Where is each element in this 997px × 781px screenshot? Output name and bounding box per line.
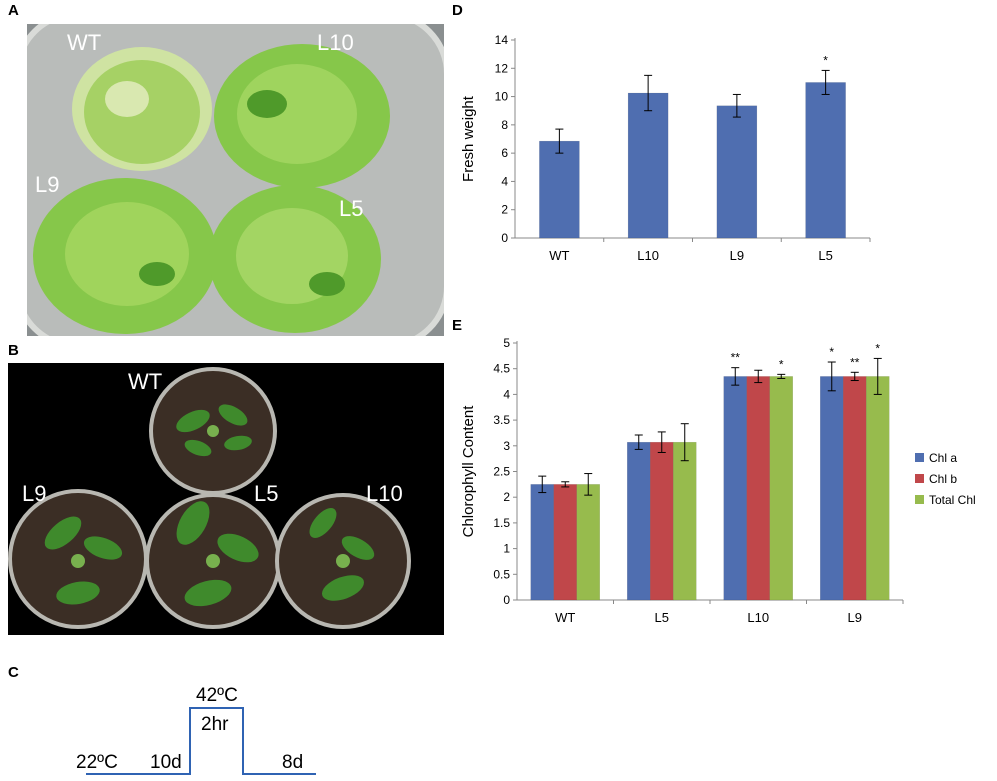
x-tick-label: WT (549, 248, 569, 263)
y-tick-label: 3 (503, 439, 510, 453)
potted-plants-photo: WT L9 L5 L10 (8, 363, 444, 635)
y-tick-label: 3.5 (493, 413, 510, 427)
panel-letter-c: C (8, 664, 19, 681)
legend-swatch (915, 474, 924, 483)
label-l10: L10 (317, 30, 354, 55)
y-tick-label: 2 (501, 203, 508, 217)
start-temp-label: 22ºC (76, 752, 118, 773)
bar (843, 376, 867, 601)
y-tick-label: 1.5 (493, 516, 510, 530)
bar (650, 441, 674, 601)
x-tick-label: L10 (747, 610, 769, 625)
legend-swatch (915, 495, 924, 504)
legend-label: Chl a (929, 451, 957, 465)
x-tick-label: WT (555, 610, 575, 625)
bar (769, 376, 793, 601)
y-tick-label: 0.5 (493, 567, 510, 581)
y-tick-label: 6 (501, 146, 508, 160)
potted-plants-image (8, 363, 444, 635)
fresh-weight-chart: 0 2 4 6 8 10 12 14 Fresh weight WT L10 L9 L5 * (460, 33, 871, 263)
seedling-dish-image (27, 24, 444, 336)
y-tick-label: 14 (495, 33, 509, 47)
y-tick-label: 4.5 (493, 362, 510, 376)
y-axis-label: Fresh weight (460, 95, 477, 182)
significance-marker: ** (850, 355, 860, 369)
panel-letter-b: B (8, 342, 19, 359)
bar (805, 82, 846, 239)
y-tick-label: 10 (495, 90, 509, 104)
bar (627, 441, 651, 601)
y-tick-label: 2 (503, 490, 510, 504)
bar (627, 92, 669, 239)
bar (820, 376, 844, 601)
label-l5: L5 (339, 196, 364, 221)
x-tick-label: L10 (637, 248, 659, 263)
x-tick-label: L9 (730, 248, 744, 263)
bar (866, 376, 890, 601)
panel-letter-d: D (452, 2, 463, 19)
label-l5: L5 (254, 481, 279, 506)
legend-label: Total Chl (929, 493, 976, 507)
x-tick-label: L5 (818, 248, 832, 263)
panel-letter-e: E (452, 317, 463, 334)
y-tick-label: 4 (503, 387, 510, 401)
y-axis-label: Chlorophyll Content (460, 405, 477, 538)
panel-letter-a: A (8, 2, 19, 19)
bar (539, 140, 580, 239)
y-tick-label: 0 (501, 231, 508, 245)
y-tick-label: 4 (501, 174, 508, 188)
significance-marker: * (779, 357, 784, 371)
label-l9: L9 (22, 481, 47, 506)
x-tick-label: L5 (655, 610, 669, 625)
bar (746, 376, 770, 601)
significance-marker: * (823, 53, 828, 67)
bar (723, 376, 747, 601)
y-tick-label: 2.5 (493, 465, 510, 479)
seedling-dish-photo: WT L10 L9 L5 (27, 24, 444, 336)
bar (576, 484, 600, 601)
bar (716, 105, 758, 239)
y-tick-label: 12 (495, 61, 509, 75)
x-tick-label: L9 (848, 610, 862, 625)
bar (530, 484, 554, 601)
chlorophyll-content-chart: 0 0.5 1 1.5 2 2.5 3 3.5 4 4.5 5 Chlorophyll Content… (460, 336, 976, 625)
label-wt: WT (128, 369, 163, 394)
label-wt: WT (67, 30, 102, 55)
bar (673, 441, 697, 601)
y-tick-label: 1 (503, 542, 510, 556)
last-phase-label: 8d (282, 752, 303, 773)
label-l9: L9 (35, 172, 60, 197)
legend-swatch (915, 453, 924, 462)
significance-marker: ** (731, 351, 741, 365)
temperature-profile-line (86, 707, 316, 775)
heat-treatment-diagram: 22ºC 10d 42ºC 2hr 8d (76, 685, 316, 775)
y-tick-label: 0 (503, 593, 510, 607)
peak-temp-label: 42ºC (196, 685, 238, 706)
significance-marker: * (875, 341, 880, 355)
y-tick-label: 8 (501, 118, 508, 132)
first-phase-label: 10d (150, 752, 182, 773)
legend-label: Chl b (929, 472, 957, 486)
significance-marker: * (829, 345, 834, 359)
y-tick-label: 5 (503, 336, 510, 350)
bar (553, 484, 577, 601)
peak-duration-label: 2hr (201, 714, 229, 735)
label-l10: L10 (366, 481, 403, 506)
